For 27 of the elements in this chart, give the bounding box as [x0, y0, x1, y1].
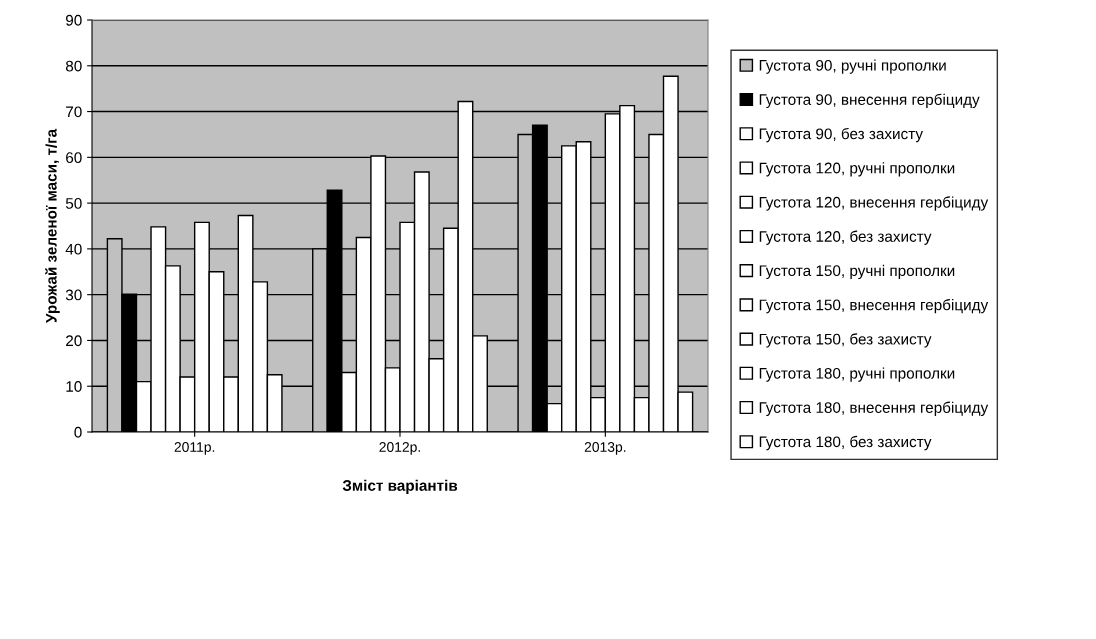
- y-tick-label: 90: [66, 14, 82, 26]
- y-tick-label: 10: [66, 381, 82, 392]
- legend-label: Густота 90, внесення гербіциду: [759, 93, 980, 109]
- y-tick-label: 20: [66, 335, 82, 347]
- legend-label: Густота 150, без захисту: [759, 333, 932, 348]
- y-tick-label: 40: [65, 243, 82, 255]
- legend-label: Густота 90, без захисту: [759, 127, 923, 143]
- x-axis-title: Зміст варіантів: [342, 479, 458, 494]
- y-tick-label: 80: [65, 60, 82, 72]
- legend-label: Густота 150, внесення гербіциду: [759, 298, 989, 314]
- y-axis-title: Урожай зеленої маси, т/га: [45, 128, 60, 324]
- legend-label: Густота 180, без захисту: [759, 435, 932, 451]
- legend-label: Густота 120, ручні прополки: [759, 162, 955, 177]
- y-tick-label: 30: [65, 289, 82, 301]
- legend-label: Густота 150, ручні прополки: [759, 264, 955, 280]
- x-tick-label: 2012р.: [379, 442, 420, 455]
- legend-label: Густота 120, внесення гербіциду: [759, 196, 989, 211]
- y-tick-label: 0: [74, 426, 82, 438]
- legend-label: Густота 180, ручні прополки: [759, 367, 955, 382]
- y-tick-label: 70: [66, 106, 82, 118]
- legend-label: Густота 180, внесення гербіциду: [759, 401, 989, 416]
- y-tick-label: 60: [66, 152, 82, 164]
- x-tick-label: 2011р.: [174, 442, 215, 455]
- legend-label: Густота 120, без захисту: [759, 230, 932, 245]
- legend-label: Густота 90, ручні прополки: [759, 59, 946, 74]
- x-tick-label: 2013р.: [584, 442, 626, 455]
- y-tick-label: 50: [65, 197, 82, 209]
